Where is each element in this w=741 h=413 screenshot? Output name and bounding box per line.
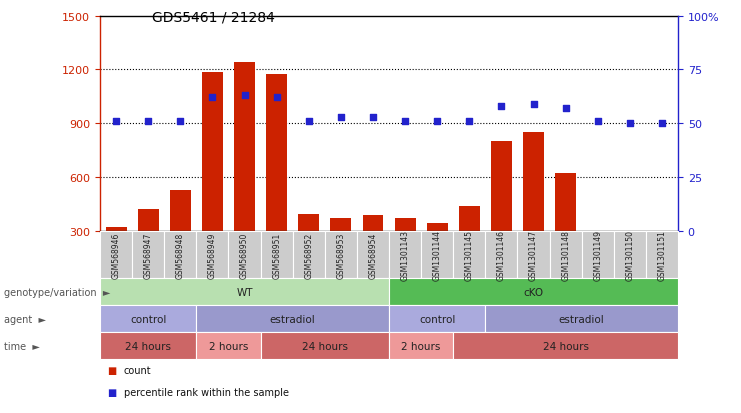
Bar: [330, 219, 351, 231]
Text: GSM1301151: GSM1301151: [657, 230, 666, 280]
Bar: [202, 73, 223, 231]
Bar: [138, 210, 159, 231]
Text: GSM1301143: GSM1301143: [401, 230, 410, 280]
Point: [463, 119, 475, 125]
Text: percentile rank within the sample: percentile rank within the sample: [124, 387, 289, 397]
Bar: [491, 142, 512, 231]
Text: ■: ■: [107, 365, 116, 375]
Point: [110, 119, 122, 125]
Text: GSM1301147: GSM1301147: [529, 230, 538, 280]
Text: GSM568947: GSM568947: [144, 232, 153, 278]
Point: [367, 114, 379, 121]
Point: [270, 95, 282, 102]
Text: estradiol: estradiol: [559, 314, 605, 324]
Text: GSM568953: GSM568953: [336, 232, 345, 278]
Text: GSM568952: GSM568952: [305, 232, 313, 278]
Point: [399, 119, 411, 125]
Bar: [651, 231, 672, 238]
Text: genotype/variation  ►: genotype/variation ►: [4, 287, 110, 297]
Text: GSM568949: GSM568949: [208, 232, 217, 278]
Bar: [362, 215, 383, 231]
Bar: [266, 75, 287, 231]
Point: [656, 121, 668, 127]
Bar: [170, 190, 190, 231]
Bar: [459, 206, 479, 231]
Bar: [555, 174, 576, 231]
Text: estradiol: estradiol: [270, 314, 316, 324]
Text: 2 hours: 2 hours: [402, 341, 441, 351]
Bar: [299, 214, 319, 231]
Text: GSM1301144: GSM1301144: [433, 230, 442, 280]
Text: time  ►: time ►: [4, 341, 39, 351]
Text: GSM568946: GSM568946: [112, 232, 121, 278]
Text: 2 hours: 2 hours: [209, 341, 248, 351]
Text: GSM1301146: GSM1301146: [497, 230, 506, 280]
Point: [142, 119, 154, 125]
Text: control: control: [419, 314, 456, 324]
Text: GSM1301148: GSM1301148: [561, 230, 570, 280]
Point: [496, 103, 508, 110]
Text: GSM568950: GSM568950: [240, 232, 249, 278]
Bar: [523, 133, 544, 231]
Point: [559, 106, 571, 112]
Point: [528, 101, 539, 108]
Text: 24 hours: 24 hours: [125, 341, 171, 351]
Bar: [395, 219, 416, 231]
Text: GSM1301150: GSM1301150: [625, 230, 634, 280]
Text: WT: WT: [236, 287, 253, 297]
Point: [624, 121, 636, 127]
Text: GSM1301149: GSM1301149: [594, 230, 602, 280]
Point: [303, 119, 315, 125]
Bar: [234, 63, 255, 231]
Point: [431, 119, 443, 125]
Text: count: count: [124, 365, 151, 375]
Text: GSM1301145: GSM1301145: [465, 230, 473, 280]
Point: [207, 95, 219, 102]
Text: ■: ■: [107, 387, 116, 397]
Text: 24 hours: 24 hours: [542, 341, 588, 351]
Text: GSM568951: GSM568951: [272, 232, 281, 278]
Text: cKO: cKO: [523, 287, 544, 297]
Point: [174, 119, 186, 125]
Point: [592, 119, 604, 125]
Text: GSM568948: GSM568948: [176, 232, 185, 278]
Bar: [619, 231, 640, 237]
Text: GSM568954: GSM568954: [368, 232, 377, 278]
Point: [239, 93, 250, 99]
Text: control: control: [130, 314, 167, 324]
Bar: [427, 223, 448, 231]
Bar: [106, 228, 127, 231]
Point: [335, 114, 347, 121]
Text: GDS5461 / 21284: GDS5461 / 21284: [152, 10, 275, 24]
Text: 24 hours: 24 hours: [302, 341, 348, 351]
Text: agent  ►: agent ►: [4, 314, 46, 324]
